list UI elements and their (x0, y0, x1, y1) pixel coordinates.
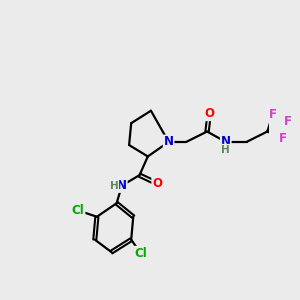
Text: F: F (284, 115, 292, 128)
Text: F: F (268, 108, 277, 122)
Text: N: N (117, 179, 127, 192)
Text: N: N (221, 135, 231, 148)
Text: F: F (279, 132, 287, 145)
Text: O: O (204, 107, 214, 120)
Text: H: H (110, 181, 118, 190)
Text: Cl: Cl (72, 204, 85, 217)
Text: O: O (152, 177, 162, 190)
Text: H: H (221, 145, 230, 154)
Text: Cl: Cl (134, 247, 147, 260)
Text: N: N (164, 135, 174, 148)
